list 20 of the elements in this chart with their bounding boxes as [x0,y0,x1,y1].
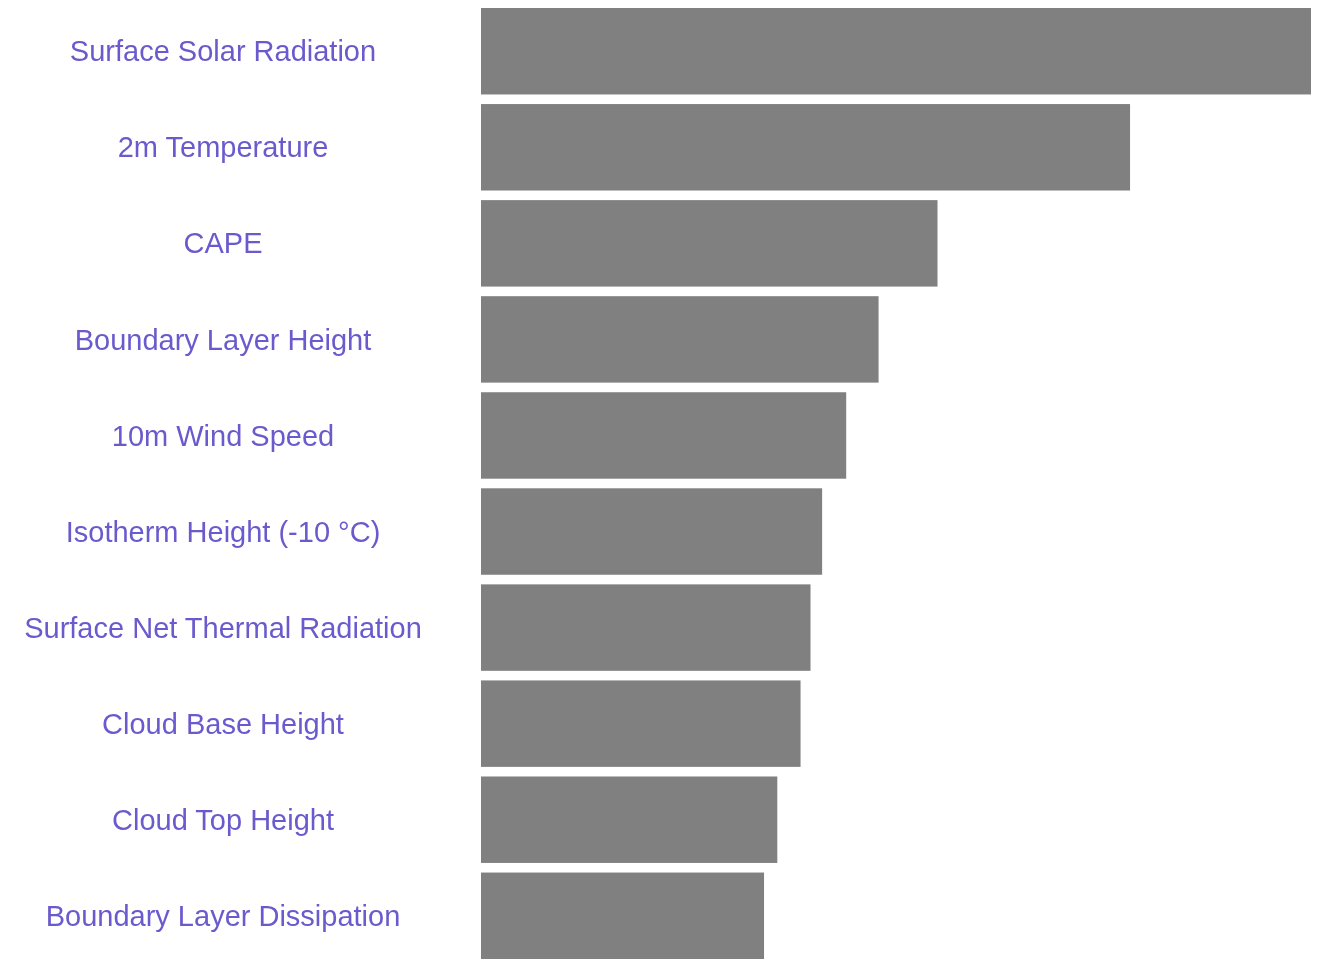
y-tick-label: Surface Solar Radiation [69,35,377,68]
y-tick-label: Boundary Layer Dissipation [45,899,401,932]
y-tick-label: CAPE [183,227,263,260]
y-tick-label: Isotherm Height (-10 °C) [65,515,381,548]
bar [481,680,801,767]
bar [481,872,765,959]
y-tick-label: Cloud Top Height [112,803,334,836]
bar [481,584,811,671]
bar [481,104,1131,191]
y-tick-label: 2m Temperature [117,131,329,164]
bar [481,200,938,287]
bar [481,488,823,575]
y-tick-label: Surface Net Thermal Radiation [24,611,422,644]
bar [481,296,879,383]
y-tick-label: 10m Wind Speed [111,419,335,452]
bar [481,8,1311,95]
bar [481,392,847,479]
y-tick-label: Cloud Base Height [102,707,344,740]
y-tick-label: Boundary Layer Height [74,323,372,356]
bar [481,776,778,863]
